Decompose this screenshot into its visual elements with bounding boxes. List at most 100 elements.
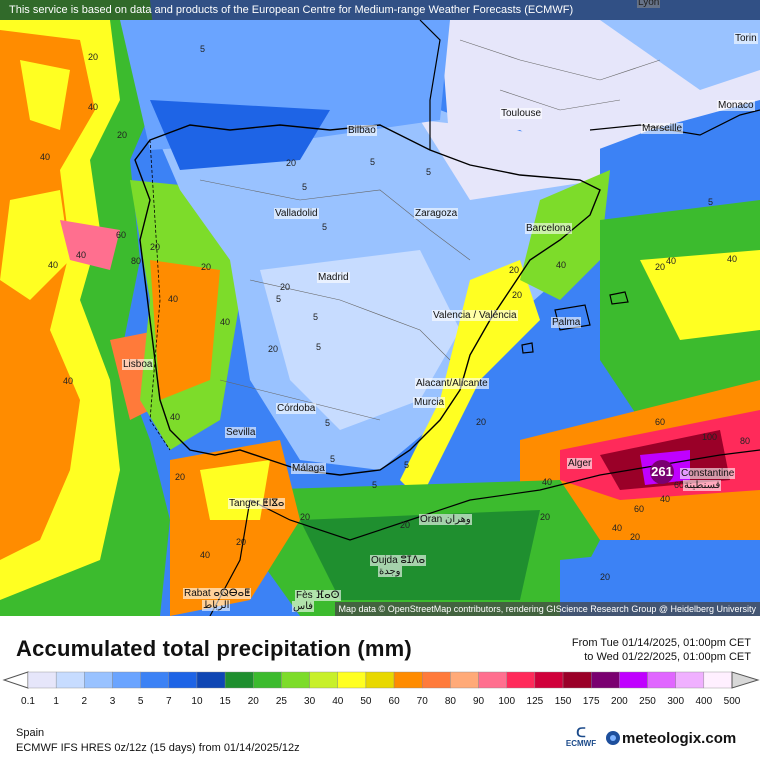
scale-swatch bbox=[393, 671, 423, 689]
contour-value: 5 bbox=[302, 182, 307, 192]
ecmwf-notice: This service is based on data and produc… bbox=[0, 0, 760, 20]
scale-max-arrow bbox=[731, 671, 760, 689]
scale-tick-label: 7 bbox=[166, 696, 172, 707]
scale-swatch bbox=[591, 671, 620, 689]
contour-value: 20 bbox=[117, 130, 127, 140]
contour-value: 20 bbox=[509, 265, 519, 275]
meteologix-logo-icon bbox=[606, 731, 620, 745]
contour-value: 40 bbox=[220, 317, 230, 327]
scale-swatch bbox=[619, 671, 648, 689]
map-attribution[interactable]: Map data © OpenStreetMap contributors, r… bbox=[334, 602, 760, 616]
contour-value: 5 bbox=[370, 157, 375, 167]
contour-value: 40 bbox=[63, 376, 73, 386]
contour-value: 5 bbox=[330, 454, 335, 464]
scale-tick-label: 125 bbox=[527, 696, 544, 707]
city-label: Córdoba bbox=[276, 403, 317, 414]
city-label: Alger bbox=[567, 458, 593, 469]
city-label: Barcelona bbox=[525, 223, 573, 234]
contour-value: 20 bbox=[400, 520, 410, 530]
contour-value: 20 bbox=[540, 512, 550, 522]
scale-swatch bbox=[675, 671, 705, 689]
city-label: Oran وهران bbox=[419, 514, 472, 525]
city-label: Oujda ⵓⵊⴷⴰ bbox=[370, 555, 427, 566]
contour-value: 5 bbox=[708, 197, 713, 207]
scale-swatch bbox=[309, 671, 338, 689]
scale-swatch bbox=[55, 671, 85, 689]
scale-swatch bbox=[562, 671, 592, 689]
period-start: From Tue 01/14/2025, 01:00pm CET bbox=[571, 637, 751, 649]
contour-value: 20 bbox=[175, 472, 185, 482]
scale-tick-label: 80 bbox=[445, 696, 457, 707]
contour-value: 80 bbox=[740, 436, 750, 446]
city-label: Torin bbox=[734, 33, 758, 44]
scale-swatch bbox=[478, 671, 507, 689]
city-label: Murcia bbox=[413, 397, 446, 408]
scale-tick-label: 1 bbox=[53, 696, 59, 707]
region-label: Spain bbox=[16, 727, 45, 739]
scale-tick-label: 10 bbox=[191, 696, 203, 707]
contour-value: 20 bbox=[201, 262, 211, 272]
city-label: Madrid bbox=[317, 272, 350, 283]
scale-swatch bbox=[506, 671, 536, 689]
meteologix-logo[interactable]: meteologix.com bbox=[606, 730, 736, 747]
forecast-period: From Tue 01/14/2025, 01:00pm CET to Wed … bbox=[572, 636, 751, 664]
map-canvas: 20 40 20 40 5 20 5 40 40 60 80 40 40 20 5 5 5 5 5 5 20 20 40 20… bbox=[0, 0, 760, 616]
contour-value: 40 bbox=[88, 102, 98, 112]
scale-min-arrow bbox=[2, 671, 29, 689]
city-label: Constantine bbox=[680, 468, 736, 479]
scale-swatch bbox=[196, 671, 226, 689]
contour-value: 40 bbox=[40, 152, 50, 162]
city-label: Fès ⴼⴰⵙ bbox=[295, 590, 341, 601]
period-end: to Wed 01/22/2025, 01:00pm CET bbox=[584, 651, 751, 663]
contour-value: 20 bbox=[476, 417, 486, 427]
city-label: الرباط bbox=[202, 600, 231, 611]
scale-swatch bbox=[450, 671, 479, 689]
city-label: Valencia / València bbox=[432, 310, 518, 321]
scale-tick-label: 300 bbox=[667, 696, 684, 707]
contour-value: 5 bbox=[372, 480, 377, 490]
scale-swatch bbox=[253, 671, 282, 689]
city-label: Tanger ⵟⵏⴵⴰ bbox=[228, 498, 286, 509]
scale-tick-label: 100 bbox=[498, 696, 515, 707]
contour-value: 40 bbox=[170, 412, 180, 422]
contour-value: 20 bbox=[268, 344, 278, 354]
contour-value: 5 bbox=[276, 294, 281, 304]
contour-value: 5 bbox=[404, 460, 409, 470]
ecmwf-logo-icon: ᑕ bbox=[576, 725, 586, 740]
scale-tick-label: 60 bbox=[389, 696, 401, 707]
contour-value: 60 bbox=[674, 480, 684, 490]
contour-value: 60 bbox=[116, 230, 126, 240]
contour-value: 40 bbox=[76, 250, 86, 260]
ecmwf-logo[interactable]: ᑕ ECMWF bbox=[563, 725, 599, 748]
scale-swatch bbox=[224, 671, 254, 689]
city-label: Zaragoza bbox=[414, 208, 459, 219]
contour-value: 40 bbox=[48, 260, 58, 270]
scale-swatch bbox=[337, 671, 367, 689]
contour-value: 60 bbox=[655, 417, 665, 427]
scale-tick-label: 500 bbox=[724, 696, 741, 707]
contour-value: 5 bbox=[200, 44, 205, 54]
maximum-marker bbox=[650, 460, 674, 484]
scale-swatch bbox=[422, 671, 451, 689]
contour-value: 5 bbox=[313, 312, 318, 322]
city-label: Marseille bbox=[641, 123, 684, 134]
city-label: Bilbao bbox=[347, 125, 377, 136]
scale-swatch bbox=[112, 671, 141, 689]
scale-tick-label: 70 bbox=[417, 696, 429, 707]
city-label: Valladolid bbox=[274, 208, 319, 219]
model-info: ECMWF IFS HRES 0z/12z (15 days) from 01/… bbox=[16, 742, 300, 754]
contour-value: 80 bbox=[131, 256, 141, 266]
city-label: Málaga bbox=[291, 463, 326, 474]
precipitation-map[interactable]: 20 40 20 40 5 20 5 40 40 60 80 40 40 20 5 5 5 5 5 5 20 20 40 20… bbox=[0, 0, 760, 616]
legend-panel: Accumulated total precipitation (mm) Fro… bbox=[0, 616, 760, 760]
color-scale: 0.1 1 2 3 5 7 10 15 20 25 30 40 50 60 70 80 90 100 125 150 1… bbox=[2, 671, 760, 707]
city-label: قسنطينة bbox=[683, 480, 722, 491]
scale-swatch bbox=[168, 671, 198, 689]
scale-tick-label: 250 bbox=[639, 696, 656, 707]
contour-value: 40 bbox=[660, 494, 670, 504]
scale-tick-label: 25 bbox=[276, 696, 288, 707]
scale-tick-label: 30 bbox=[304, 696, 316, 707]
scale-swatch bbox=[140, 671, 169, 689]
maximum-value: 261 bbox=[651, 464, 673, 479]
scale-tick-label: 3 bbox=[110, 696, 116, 707]
